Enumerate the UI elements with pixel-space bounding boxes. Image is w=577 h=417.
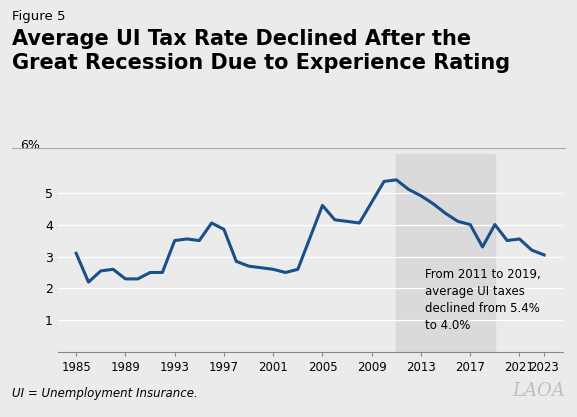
- Text: LAOA: LAOA: [513, 382, 565, 400]
- Text: Figure 5: Figure 5: [12, 10, 65, 23]
- Text: 6%: 6%: [20, 139, 40, 152]
- Bar: [396, 154, 495, 352]
- Text: From 2011 to 2019,
average UI taxes
declined from 5.4%
to 4.0%: From 2011 to 2019, average UI taxes decl…: [425, 268, 541, 332]
- Text: UI = Unemployment Insurance.: UI = Unemployment Insurance.: [12, 387, 197, 400]
- Text: Average UI Tax Rate Declined After the
Great Recession Due to Experience Rating: Average UI Tax Rate Declined After the G…: [12, 29, 509, 73]
